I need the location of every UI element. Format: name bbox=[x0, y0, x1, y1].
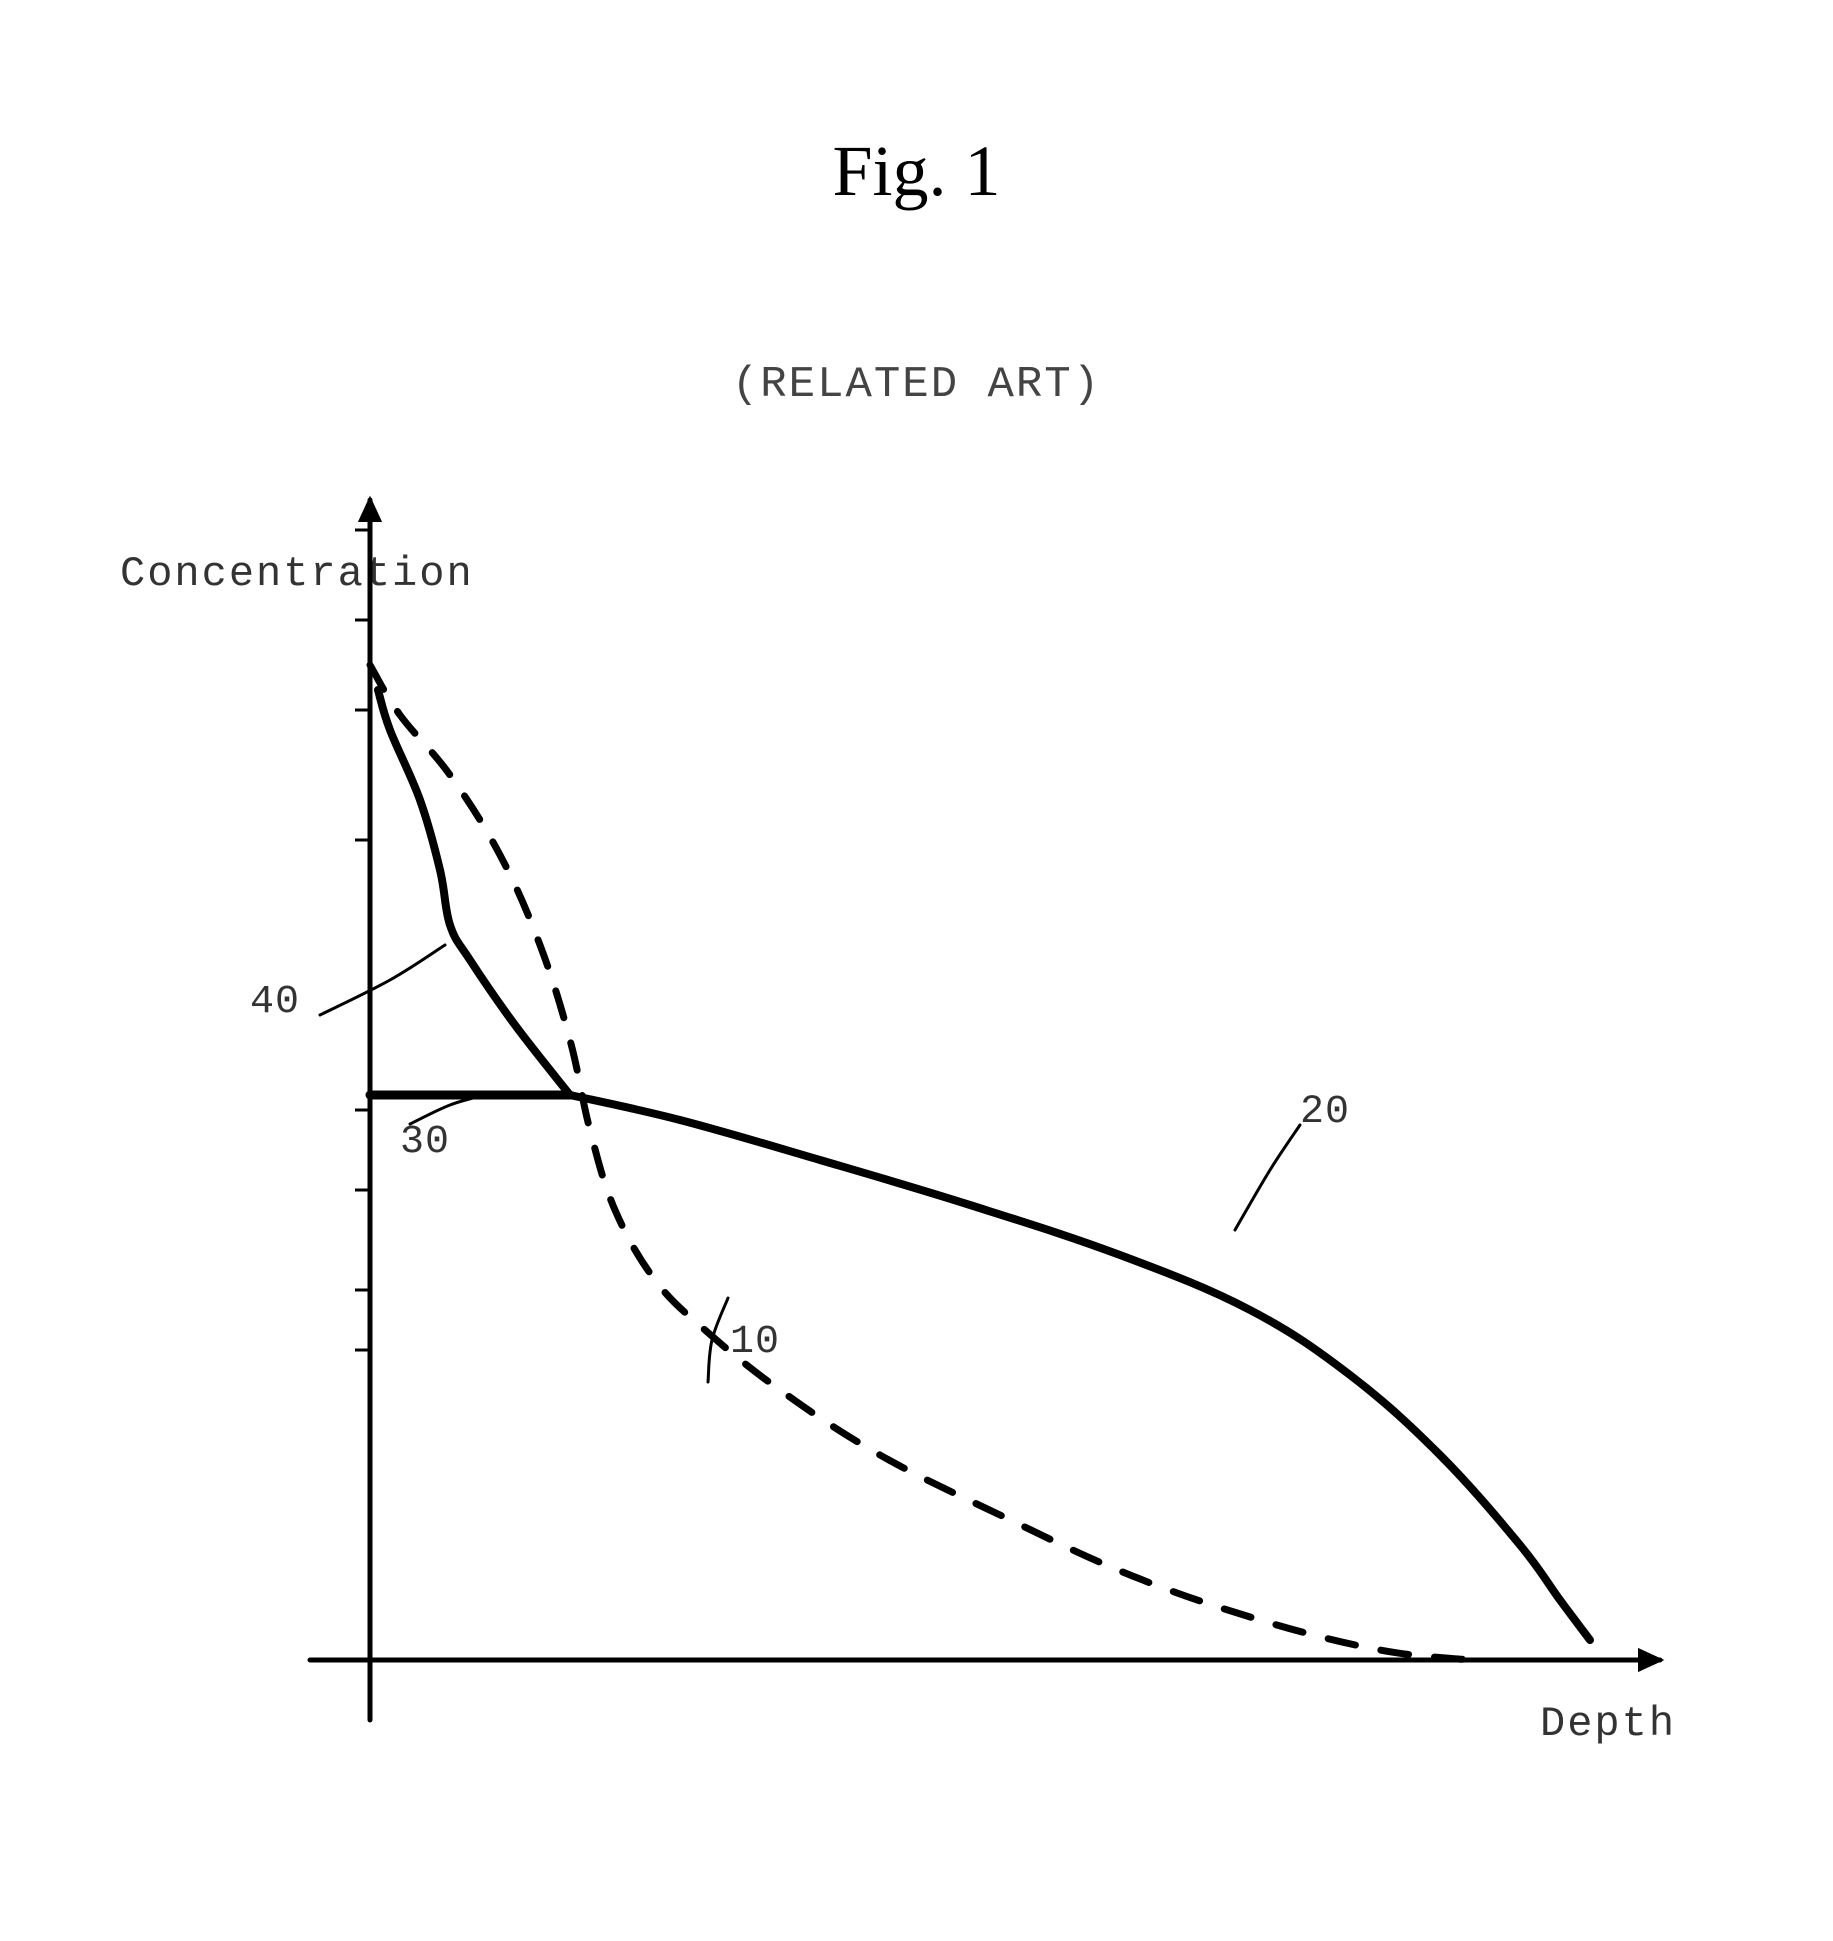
axes bbox=[310, 496, 1664, 1720]
curve-20 bbox=[570, 1095, 1590, 1640]
leader-lines bbox=[320, 945, 1300, 1382]
chart-svg bbox=[120, 470, 1713, 1840]
leader-l40 bbox=[320, 945, 445, 1015]
leader-l20 bbox=[1235, 1125, 1300, 1230]
page: Fig. 1 (RELATED ART) Concentration Depth… bbox=[0, 0, 1833, 1941]
figure-title: Fig. 1 bbox=[0, 130, 1833, 213]
curve-10 bbox=[370, 665, 1470, 1660]
curve-40 bbox=[378, 690, 570, 1095]
figure-subtitle: (RELATED ART) bbox=[0, 360, 1833, 410]
curves bbox=[370, 665, 1590, 1660]
